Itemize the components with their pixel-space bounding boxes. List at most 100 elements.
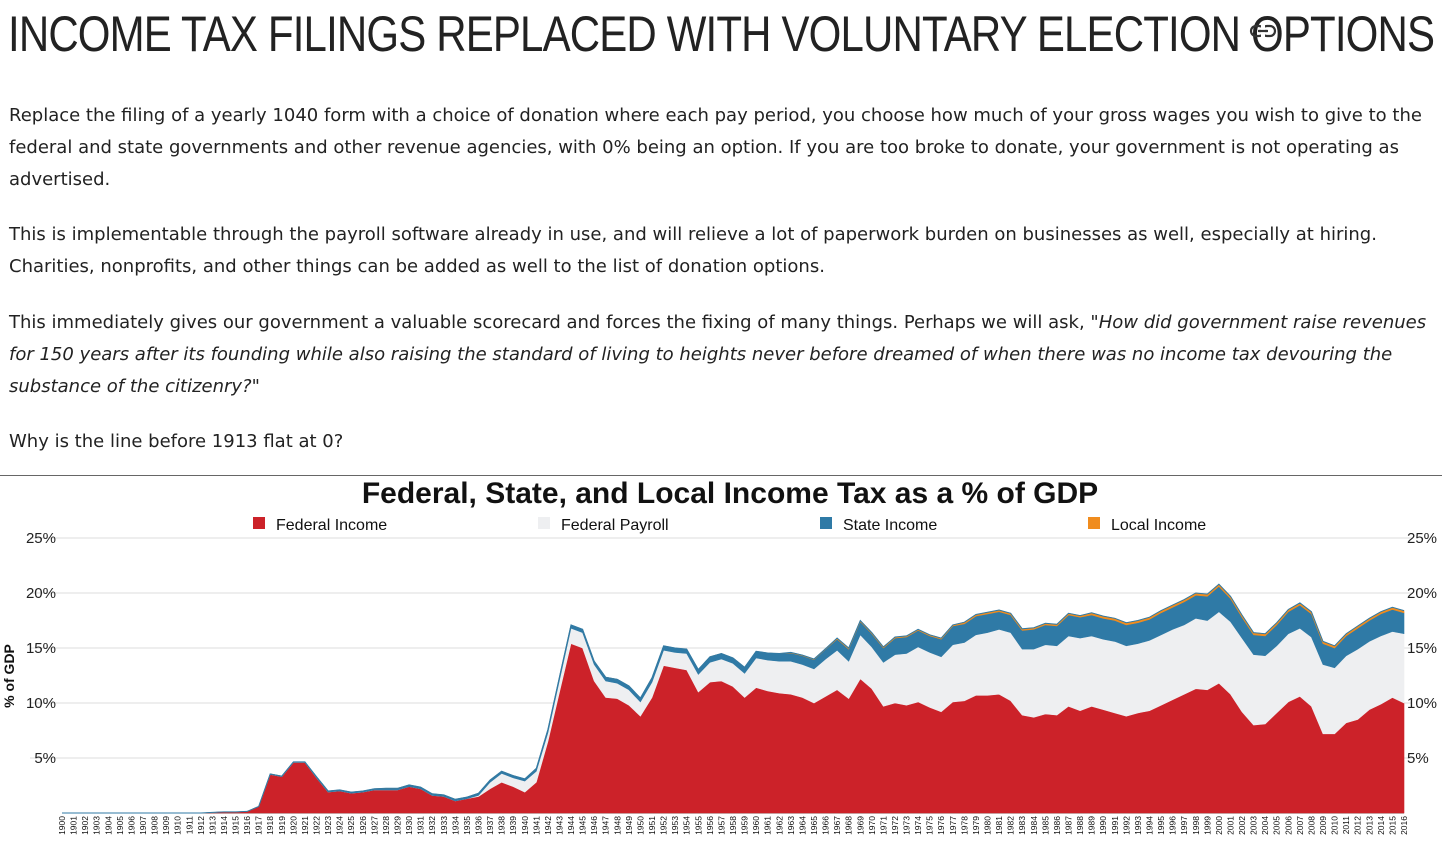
y-tick-label-right: 20% — [1407, 585, 1437, 602]
x-tick-label: 1930 — [404, 816, 414, 835]
x-tick-label: 1978 — [959, 816, 969, 835]
x-tick-label: 1975 — [925, 816, 935, 835]
x-tick-label: 1976 — [936, 816, 946, 835]
y-tick-label-right: 25% — [1407, 530, 1437, 547]
x-tick-label: 1971 — [878, 816, 888, 835]
x-tick-label: 1962 — [774, 816, 784, 835]
y-axis-label: % of GDP — [1, 644, 17, 708]
x-tick-label: 1993 — [1133, 816, 1143, 835]
x-tick-label: 1952 — [659, 816, 669, 835]
x-tick-label: 1990 — [1098, 816, 1108, 835]
x-tick-label: 1912 — [196, 816, 206, 835]
x-tick-label: 1999 — [1202, 816, 1212, 835]
paragraph-question: Why is the line before 1913 flat at 0? — [9, 431, 344, 452]
x-tick-label: 1926 — [358, 816, 368, 835]
x-tick-label: 1985 — [1040, 816, 1050, 835]
income-tax-chart: Federal, State, and Local Income Tax as … — [0, 475, 1442, 855]
x-tick-label: 2013 — [1364, 816, 1374, 835]
y-axis-left: 5% 10% 15% 20% 25% — [26, 530, 56, 767]
chart-title: Federal, State, and Local Income Tax as … — [362, 477, 1098, 510]
legend-label-federal-payroll: Federal Payroll — [561, 517, 669, 534]
x-tick-label: 1947 — [601, 816, 611, 835]
x-tick-label: 2004 — [1260, 816, 1270, 835]
paragraph-donation-choice: Replace the filing of a yearly 1040 form… — [9, 105, 1422, 190]
x-tick-label: 1983 — [1017, 816, 1027, 835]
x-tick-label: 1902 — [80, 816, 90, 835]
x-tick-label: 1937 — [485, 816, 495, 835]
x-tick-label: 1940 — [520, 816, 530, 835]
legend-swatch-state-income — [820, 517, 832, 529]
y-tick-label-left: 25% — [26, 530, 56, 547]
x-tick-label: 1919 — [277, 816, 287, 835]
x-tick-label: 1973 — [902, 816, 912, 835]
x-tick-label: 1974 — [913, 816, 923, 835]
x-tick-label: 1904 — [103, 816, 113, 835]
x-tick-label: 1941 — [531, 816, 541, 835]
x-tick-label: 2014 — [1376, 816, 1386, 835]
title-row: INCOME TAX FILINGS REPLACED WITH VOLUNTA… — [8, 4, 1449, 64]
x-tick-label: 1958 — [728, 816, 738, 835]
x-tick-label: 1931 — [416, 816, 426, 835]
x-tick-label: 1961 — [763, 816, 773, 835]
x-tick-label: 1984 — [1029, 816, 1039, 835]
x-axis: 1900 1901 1902 1903 1904 1905 1906 1907 1908 1909… — [57, 816, 1409, 835]
x-tick-label: 1920 — [288, 816, 298, 835]
x-tick-label: 1946 — [589, 816, 599, 835]
link-icon[interactable] — [1248, 20, 1278, 42]
x-tick-label: 1907 — [138, 816, 148, 835]
x-tick-label: 1986 — [1052, 816, 1062, 835]
legend-swatch-federal-income — [253, 517, 265, 529]
x-tick-label: 1957 — [716, 816, 726, 835]
x-tick-label: 1967 — [832, 816, 842, 835]
x-tick-label: 1909 — [161, 816, 171, 835]
x-tick-label: 1950 — [635, 816, 645, 835]
x-tick-label: 1934 — [450, 816, 460, 835]
x-tick-label: 1938 — [497, 816, 507, 835]
x-tick-label: 1915 — [231, 816, 241, 835]
x-tick-label: 1944 — [566, 816, 576, 835]
x-tick-label: 1925 — [346, 816, 356, 835]
page-title: INCOME TAX FILINGS REPLACED WITH VOLUNTA… — [8, 6, 1435, 62]
x-tick-label: 1924 — [335, 816, 345, 835]
x-tick-label: 2012 — [1353, 816, 1363, 835]
x-tick-label: 1900 — [57, 816, 67, 835]
x-tick-label: 2002 — [1237, 816, 1247, 835]
x-tick-label: 1988 — [1075, 816, 1085, 835]
x-tick-label: 1942 — [543, 816, 553, 835]
x-tick-label: 1997 — [1179, 816, 1189, 835]
x-tick-label: 1994 — [1145, 816, 1155, 835]
x-tick-label: 2000 — [1214, 816, 1224, 835]
paragraph-scorecard-text: This immediately gives our government a … — [9, 312, 1091, 333]
x-tick-label: 1949 — [624, 816, 634, 835]
x-tick-label: 2015 — [1387, 816, 1397, 835]
x-tick-label: 1905 — [115, 816, 125, 835]
x-tick-label: 1923 — [323, 816, 333, 835]
chart-svg: Federal, State, and Local Income Tax as … — [1, 477, 1437, 835]
x-tick-label: 1932 — [427, 816, 437, 835]
x-tick-label: 1956 — [705, 816, 715, 835]
x-tick-label: 1901 — [69, 816, 79, 835]
x-tick-label: 1913 — [207, 816, 217, 835]
x-tick-label: 2005 — [1272, 816, 1282, 835]
x-tick-label: 1980 — [983, 816, 993, 835]
paragraph-scorecard: This immediately gives our government a … — [9, 307, 1434, 403]
x-tick-label: 1953 — [670, 816, 680, 835]
y-tick-label-right: 5% — [1407, 750, 1429, 767]
x-tick-label: 1954 — [682, 816, 692, 835]
x-tick-label: 1935 — [462, 816, 472, 835]
x-tick-label: 1966 — [821, 816, 831, 835]
x-tick-label: 1964 — [797, 816, 807, 835]
x-tick-label: 1982 — [1006, 816, 1016, 835]
x-tick-label: 1987 — [1064, 816, 1074, 835]
x-tick-label: 1989 — [1087, 816, 1097, 835]
x-tick-label: 1921 — [300, 816, 310, 835]
x-tick-label: 1992 — [1121, 816, 1131, 835]
x-tick-label: 1922 — [312, 816, 322, 835]
legend-label-local-income: Local Income — [1111, 517, 1206, 534]
x-tick-label: 1977 — [948, 816, 958, 835]
x-tick-label: 1960 — [751, 816, 761, 835]
x-tick-label: 1910 — [173, 816, 183, 835]
x-tick-label: 1917 — [254, 816, 264, 835]
x-tick-label: 1943 — [555, 816, 565, 835]
total-outline — [62, 583, 1405, 814]
